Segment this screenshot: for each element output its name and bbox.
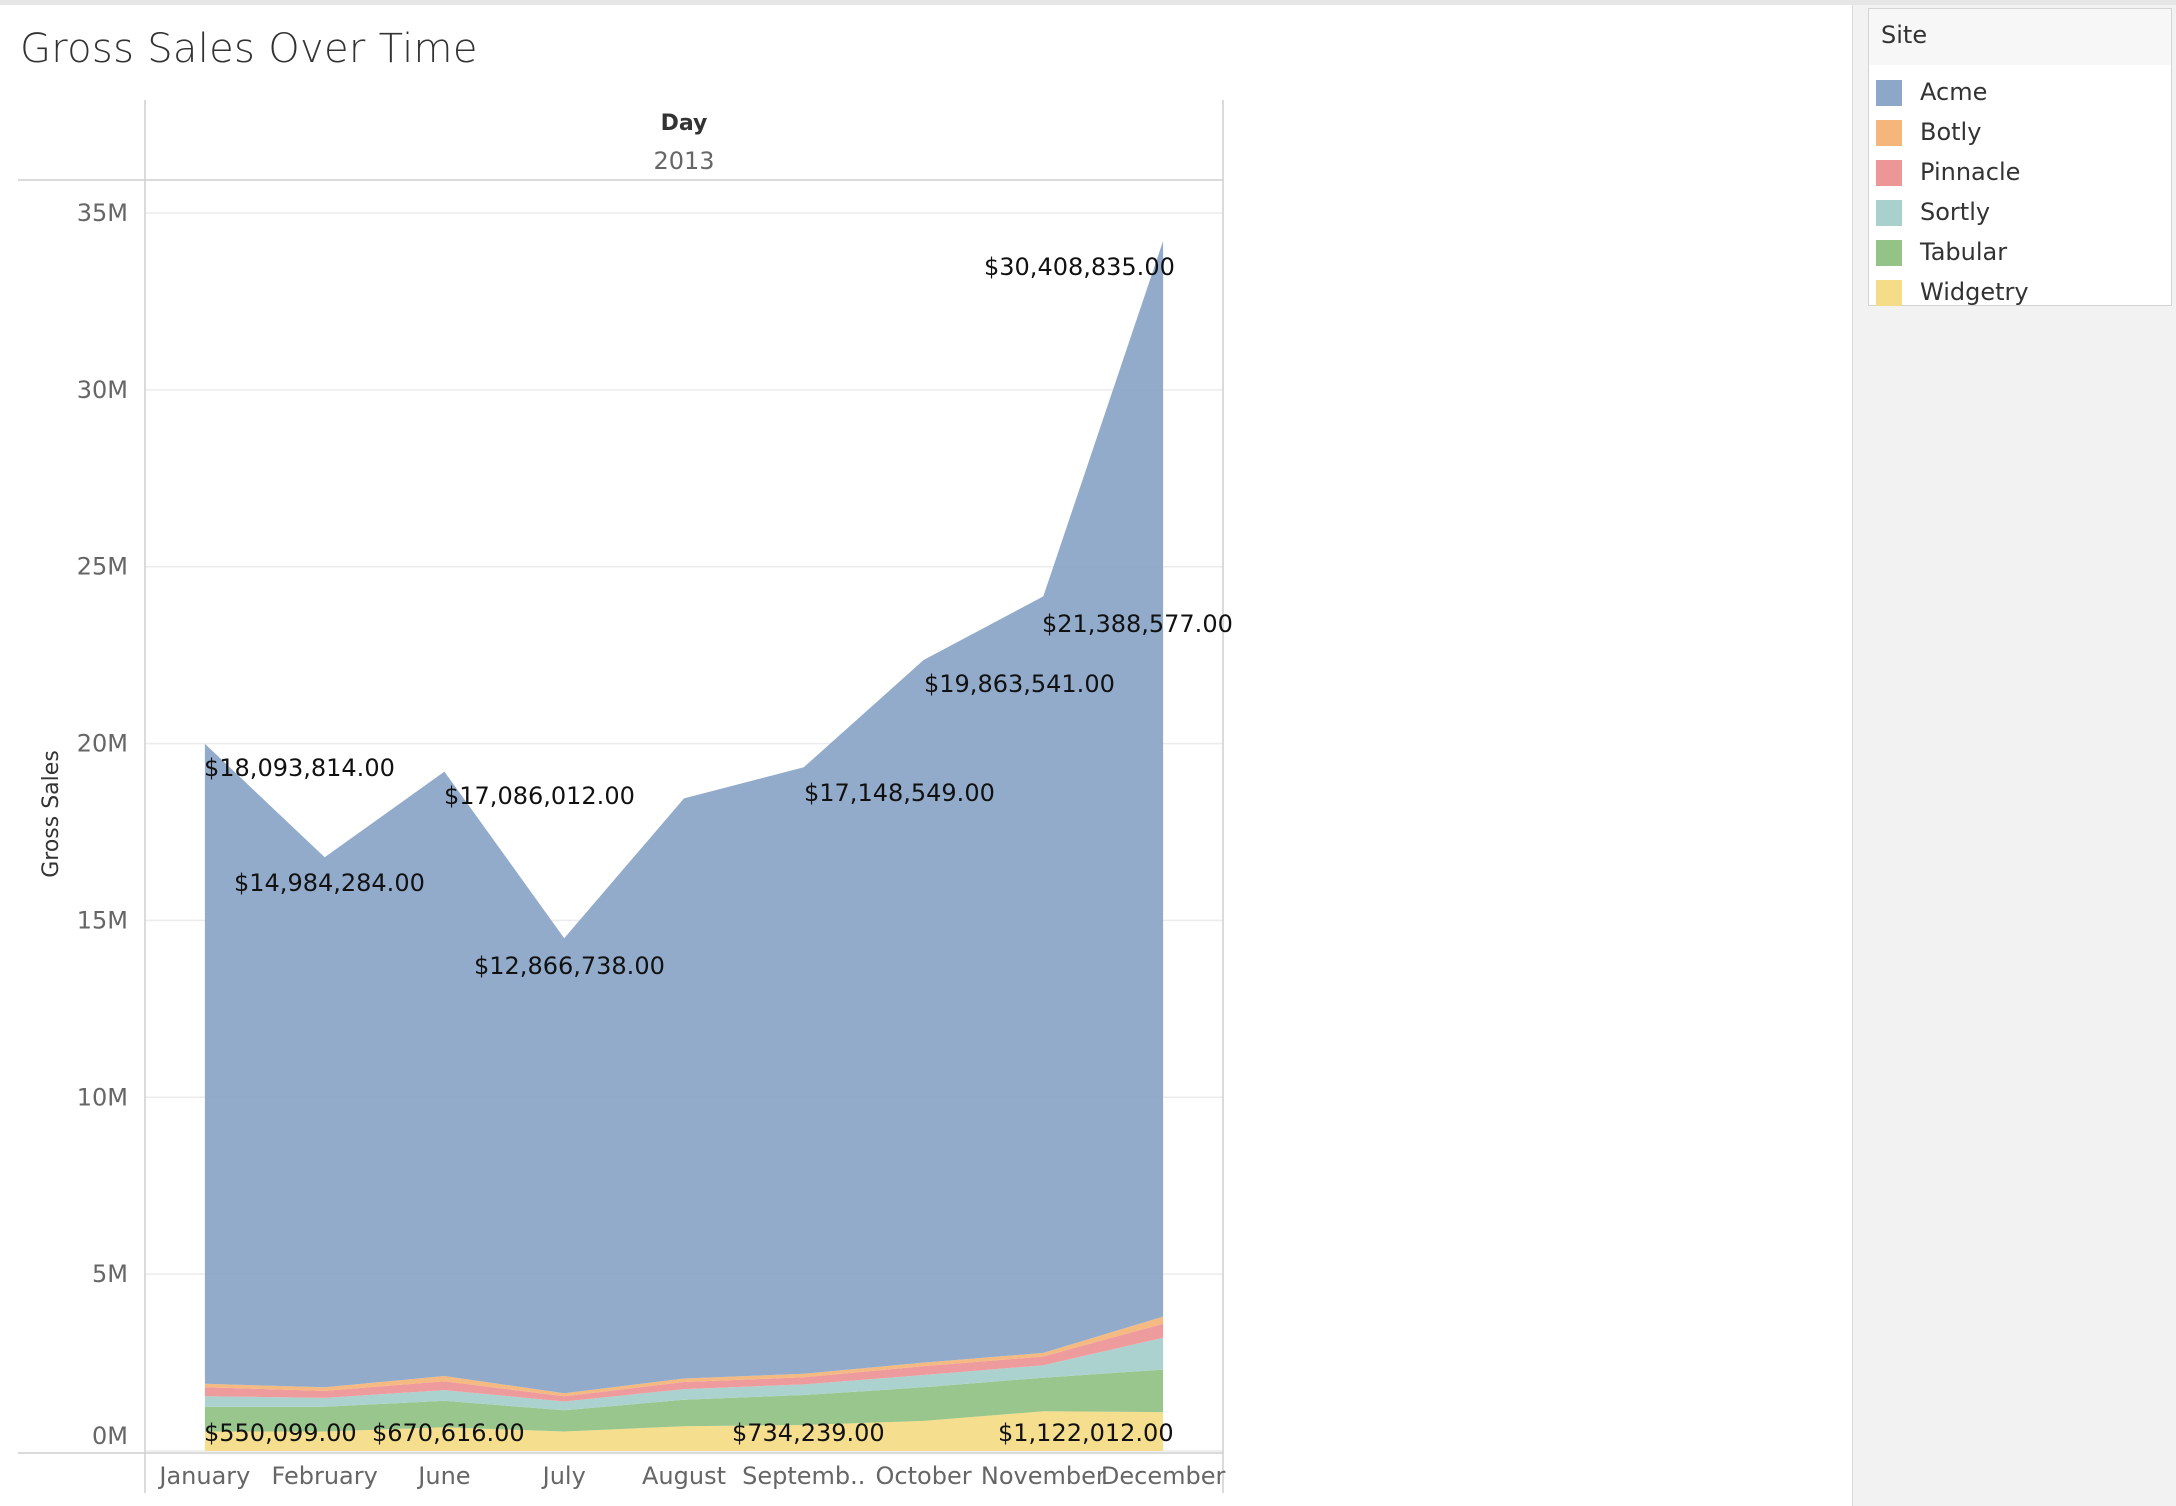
- y-tick-label: 15M: [77, 906, 128, 934]
- chart-title: Gross Sales Over Time: [20, 26, 478, 72]
- area-layer[interactable]: [204, 241, 1164, 1451]
- x-tick-label: October: [876, 1462, 972, 1490]
- legend-swatch: [1876, 80, 1902, 106]
- y-tick-label: 35M: [77, 199, 128, 227]
- x-tick-label: November: [981, 1462, 1106, 1490]
- legend-swatch: [1876, 160, 1902, 186]
- data-label-acme: $17,148,549.00: [804, 779, 995, 807]
- data-label-acme: $21,388,577.00: [1042, 610, 1233, 638]
- legend-item-widgetry[interactable]: Widgetry: [1876, 275, 2166, 311]
- column-header-day: Day: [661, 111, 708, 136]
- data-label-widgetry: $670,616.00: [372, 1419, 525, 1447]
- legend-swatch: [1876, 280, 1902, 306]
- area-series-widgetry[interactable]: [204, 1411, 1164, 1451]
- y-tick-label: 0M: [92, 1422, 128, 1450]
- x-tick-label: December: [1101, 1462, 1226, 1490]
- legend-label: Widgetry: [1920, 278, 2029, 306]
- data-label-widgetry: $550,099.00: [204, 1419, 357, 1447]
- area-series-botly[interactable]: [204, 1316, 1164, 1397]
- top-rule: [0, 0, 2176, 5]
- label-layer: $18,093,814.00 $14,984,284.00 $17,086,012.…: [204, 253, 1233, 1447]
- x-tick-label: February: [271, 1462, 377, 1490]
- legend-swatch: [1876, 120, 1902, 146]
- y-tick-label: 30M: [77, 376, 128, 404]
- legend-label: Sortly: [1920, 198, 1991, 226]
- x-tick-label: August: [642, 1462, 726, 1490]
- x-tick-label: January: [157, 1462, 250, 1490]
- legend-item-sortly[interactable]: Sortly: [1876, 195, 2166, 231]
- x-tick-label: June: [416, 1462, 470, 1490]
- y-axis-title: Gross Sales: [39, 750, 64, 878]
- legend-label: Acme: [1920, 78, 1988, 106]
- y-tick-label: 10M: [77, 1083, 128, 1111]
- column-header-year: 2013: [653, 147, 714, 175]
- y-tick-label: 20M: [77, 730, 128, 758]
- legend-item-tabular[interactable]: Tabular: [1876, 235, 2166, 271]
- legend-swatch: [1876, 240, 1902, 266]
- legend-item-pinnacle[interactable]: Pinnacle: [1876, 155, 2166, 191]
- legend-label: Pinnacle: [1920, 158, 2021, 186]
- legend-label: Botly: [1920, 118, 1982, 146]
- data-label-acme: $18,093,814.00: [204, 754, 395, 782]
- x-tick-label: July: [541, 1462, 586, 1490]
- x-tick-label: Septemb..: [742, 1462, 865, 1490]
- area-chart[interactable]: Day 2013 0M 5M 10M 15M 20M 25M 30M 35M Gross Sales…: [0, 0, 1852, 1506]
- area-series-acme[interactable]: [204, 241, 1164, 1394]
- data-label-acme: $12,866,738.00: [474, 952, 665, 980]
- area-series-pinnacle[interactable]: [204, 1323, 1164, 1402]
- legend[interactable]: Site Acme Botly Pinnacle Sortly Tabular Widge…: [1868, 8, 2172, 306]
- axis-layer: Day 2013 0M 5M 10M 15M 20M 25M 30M 35M Gross Sales…: [39, 111, 1225, 1490]
- data-label-acme: $19,863,541.00: [924, 670, 1115, 698]
- y-tick-label: 5M: [92, 1260, 128, 1288]
- legend-item-acme[interactable]: Acme: [1876, 75, 2166, 111]
- data-label-acme: $30,408,835.00: [984, 253, 1175, 281]
- legend-label: Tabular: [1920, 238, 2008, 266]
- data-label-widgetry: $1,122,012.00: [998, 1419, 1174, 1447]
- data-label-widgetry: $734,239.00: [732, 1419, 885, 1447]
- legend-item-botly[interactable]: Botly: [1876, 115, 2166, 151]
- data-label-acme: $17,086,012.00: [444, 782, 635, 810]
- y-tick-label: 25M: [77, 553, 128, 581]
- legend-title-band: [1869, 9, 2171, 65]
- area-series-tabular[interactable]: [204, 1369, 1164, 1432]
- legend-swatch: [1876, 200, 1902, 226]
- frame-layer: [18, 100, 1224, 1493]
- legend-title: Site: [1881, 21, 1928, 49]
- area-series-sortly[interactable]: [204, 1337, 1164, 1411]
- data-label-acme: $14,984,284.00: [234, 869, 425, 897]
